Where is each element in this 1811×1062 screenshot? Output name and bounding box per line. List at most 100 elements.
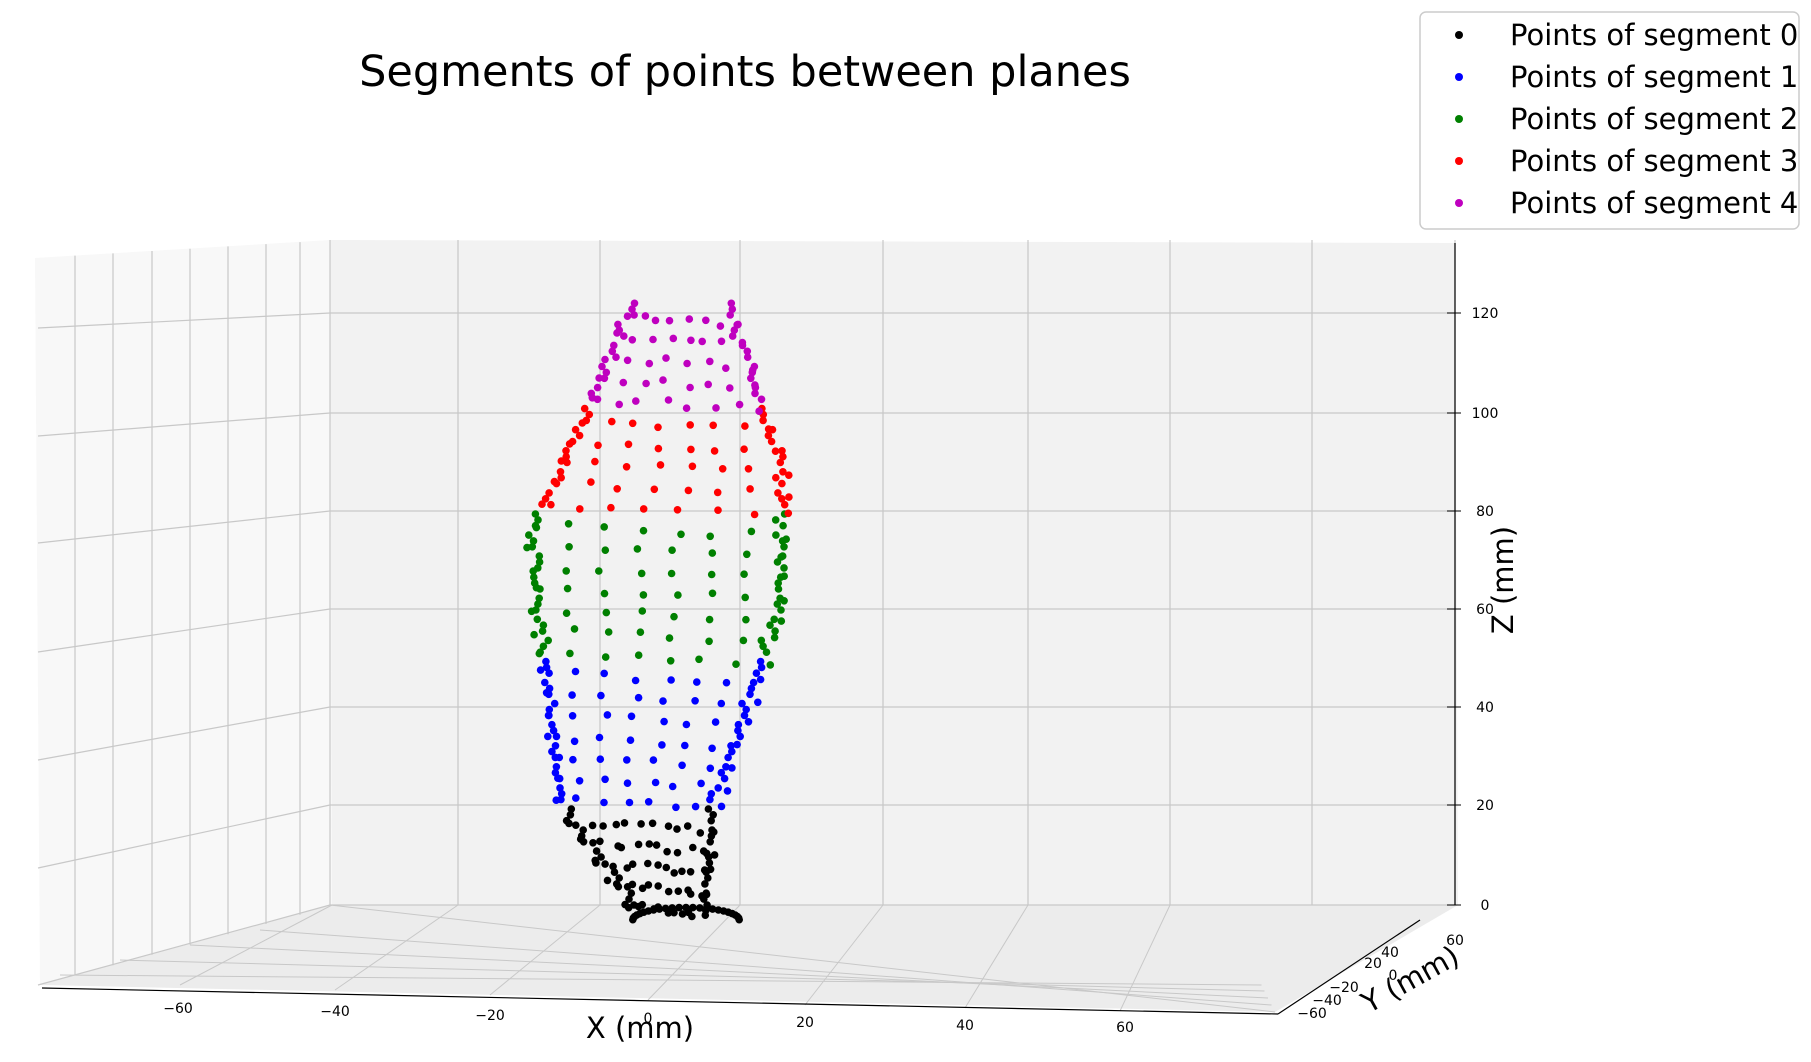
data-point [728,747,736,756]
legend-marker [1455,73,1463,81]
data-point [668,546,676,554]
data-point [615,400,623,409]
data-point [756,657,765,666]
data-point [662,354,670,362]
data-point [597,691,605,700]
data-point [610,341,618,350]
data-point [742,705,750,714]
legend-marker [1455,199,1463,207]
data-point [727,299,736,308]
data-point [595,733,604,742]
data-point [784,509,793,518]
data-point [704,380,712,389]
data-point [734,726,742,735]
data-point [629,915,637,924]
data-point [568,712,577,720]
data-point [720,774,729,783]
data-point [596,837,604,846]
data-point [683,822,692,830]
data-point [538,500,546,509]
data-point [696,829,705,837]
data-point [641,312,650,320]
data-point [593,383,602,392]
data-point [628,305,636,314]
legend-marker [1455,115,1463,123]
grid-line [964,904,1029,1009]
data-point [634,840,643,849]
data-point [557,795,565,804]
data-point [542,657,550,666]
data-point [601,653,610,661]
data-point [639,591,648,599]
data-point [707,816,715,825]
data-point [664,887,673,896]
data-point [697,779,705,788]
data-point [695,655,703,664]
data-point [531,521,540,530]
data-point [777,553,785,561]
data-point [670,612,678,621]
y-tick-label: 20 [1364,956,1382,972]
data-point [656,461,665,469]
data-point [620,819,629,827]
data-point [672,803,680,812]
data-point [707,570,716,579]
data-point [678,761,686,770]
data-point [747,374,755,383]
data-point [623,756,631,764]
data-point [755,407,763,416]
z-tick-label: 100 [1472,406,1499,422]
data-point [530,630,538,639]
data-point [712,404,720,412]
data-point [580,404,589,413]
data-point [608,347,617,356]
data-point [782,535,790,543]
data-point [654,444,663,453]
y-tick-label: −40 [1312,993,1342,1009]
data-point [530,579,539,587]
data-point [688,912,696,921]
data-point [535,594,543,603]
data-point [530,573,538,581]
data-point [595,567,603,575]
data-point [531,510,540,518]
y-tick-label: −60 [1297,1006,1327,1022]
data-point [562,452,570,461]
data-point [722,763,730,771]
z-tick-label: 20 [1476,798,1494,814]
data-point [757,663,766,672]
data-point [633,545,642,553]
grid-line [1119,904,1171,1012]
data-point [754,698,762,707]
data-point [701,880,709,888]
data-point [764,431,773,440]
data-point [718,465,727,473]
grid-line [334,904,459,991]
grid-line [179,904,333,986]
z-tick-label: 40 [1476,700,1494,716]
z-tick-label: 60 [1476,602,1494,618]
data-point [644,798,653,806]
data-point [589,839,597,847]
data-point [565,543,573,551]
data-point [689,843,697,852]
grid-line [37,706,331,761]
data-point [575,431,584,440]
data-point [637,820,645,828]
data-point [687,336,695,345]
data-point [778,495,786,503]
data-point [667,569,676,578]
data-point [533,615,542,624]
data-point [674,591,682,599]
data-point [601,860,609,868]
data-point [779,521,787,530]
data-point [632,397,640,405]
tick-labels: −60 −40 −20 0 20 40 60−60−40−20020406002040608… [163,306,1498,1036]
data-point [630,901,638,909]
data-point [714,784,722,792]
data-point [566,649,574,658]
data-point [759,642,767,651]
grid-line [329,904,1276,1013]
data-point [665,316,674,325]
data-point [536,585,544,593]
